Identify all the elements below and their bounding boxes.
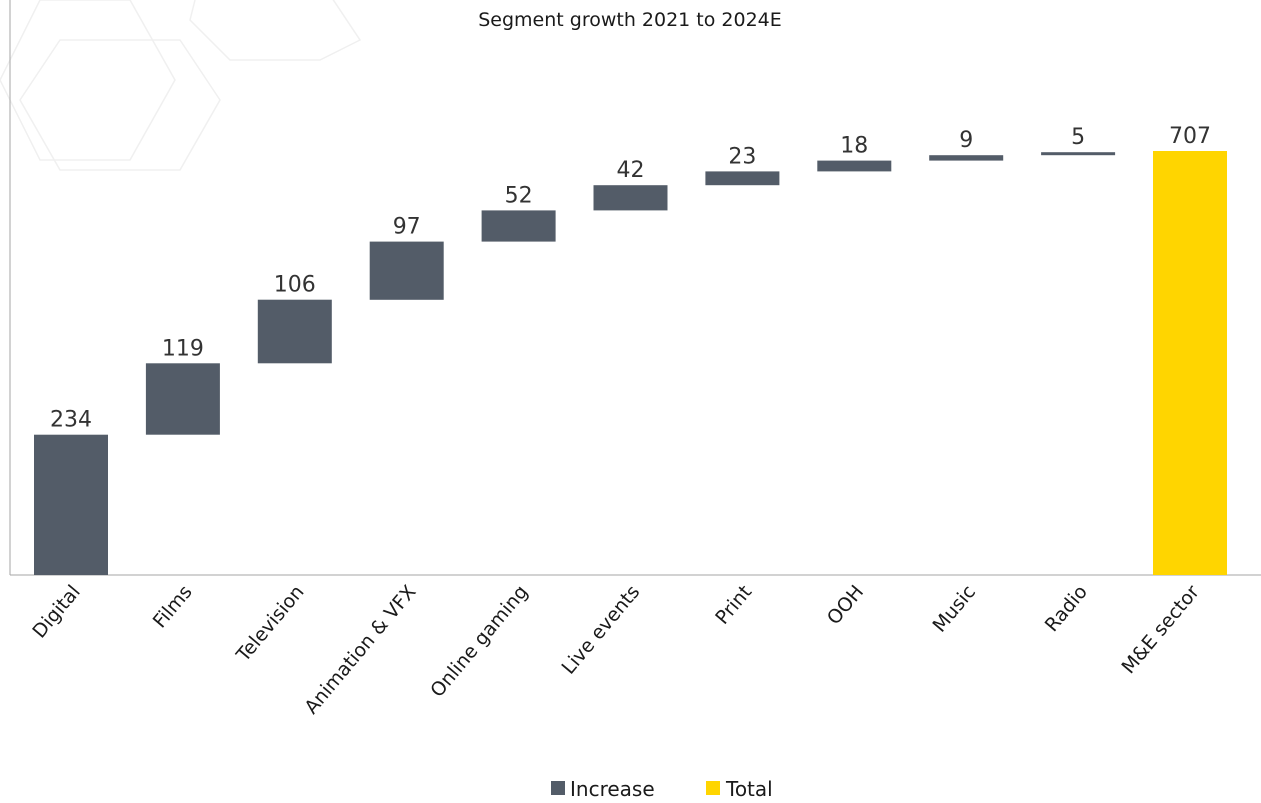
category-label-online-gaming: Online gaming: [426, 581, 532, 702]
value-label-m-e-sector: 707: [1169, 124, 1211, 149]
value-label-live-events: 42: [617, 158, 645, 183]
value-label-online-gaming: 52: [505, 183, 533, 208]
bar-radio: [1041, 152, 1116, 156]
background-hexagon-pattern: [0, 0, 362, 171]
category-label-animation-vfx: Animation & VFX: [300, 581, 420, 718]
bar-online-gaming: [481, 210, 556, 242]
hexagon-shape: [19, 39, 221, 171]
legend: Increase Total: [551, 777, 773, 801]
value-label-music: 9: [959, 128, 973, 153]
category-label-print: Print: [711, 581, 756, 629]
legend-label-total: Total: [725, 777, 773, 801]
value-labels-group: 234 119 106 97 52 42 23 18 9 5 707: [50, 124, 1211, 433]
value-label-animation-vfx: 97: [393, 215, 421, 240]
value-label-television: 106: [274, 273, 316, 298]
category-label-ooh: OOH: [823, 581, 868, 629]
value-label-digital: 234: [50, 408, 92, 433]
bar-films: [145, 363, 220, 435]
value-label-films: 119: [162, 336, 204, 361]
bar-digital: [34, 434, 108, 575]
bar-print: [705, 171, 780, 186]
category-label-films: Films: [149, 581, 197, 632]
category-label-radio: Radio: [1041, 581, 1092, 636]
bar-ooh: [817, 160, 892, 172]
value-label-ooh: 18: [840, 134, 868, 159]
category-label-music: Music: [928, 581, 980, 637]
category-label-m-e-sector: M&E sector: [1117, 581, 1204, 678]
legend-swatch-increase: [551, 781, 565, 795]
legend-swatch-total: [706, 781, 720, 795]
hexagon-shape: [0, 0, 176, 161]
category-label-live-events: Live events: [558, 581, 645, 679]
bar-live-events: [593, 185, 668, 211]
legend-label-increase: Increase: [570, 777, 655, 801]
bar-music: [929, 155, 1004, 161]
category-label-television: Television: [232, 581, 309, 667]
bar-animation-vfx: [369, 241, 444, 300]
value-label-radio: 5: [1071, 125, 1085, 150]
bar-television: [257, 299, 332, 364]
bars-group: [34, 151, 1227, 575]
hexagon-shape: [189, 0, 362, 61]
value-label-print: 23: [728, 144, 756, 169]
chart-title: Segment growth 2021 to 2024E: [478, 9, 782, 31]
category-label-digital: Digital: [28, 581, 84, 642]
bar-m-e-sector: [1153, 151, 1227, 575]
